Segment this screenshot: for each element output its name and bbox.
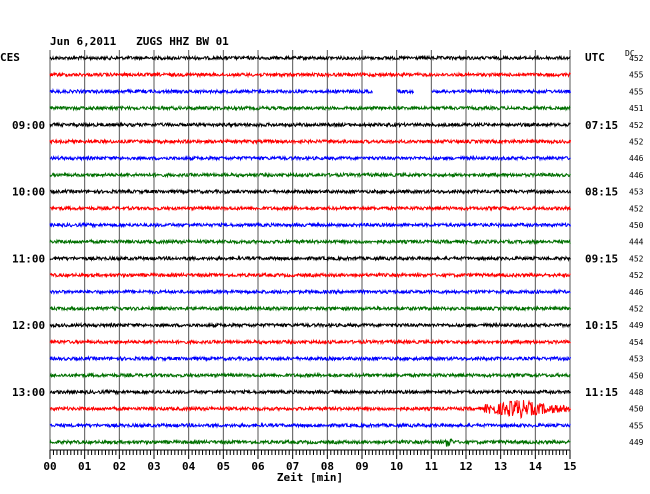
left-hour-label: 10:00 xyxy=(12,186,45,199)
trace-row-2 xyxy=(49,87,571,95)
trace-row-20 xyxy=(49,388,571,396)
trace-row-11 xyxy=(49,238,571,246)
dc-offset-label: 452 xyxy=(629,254,644,263)
right-hour-label: 09:15 xyxy=(585,252,618,265)
trace-row-16 xyxy=(49,321,571,329)
x-tick-label: 14 xyxy=(529,460,543,473)
dc-offset-label: 450 xyxy=(629,405,644,414)
trace-row-10 xyxy=(49,221,571,229)
dc-offset-label: 446 xyxy=(629,288,644,297)
trace-row-13 xyxy=(49,271,571,279)
dc-offset-labels: 452 455 455 451 452 452 446 446 453 452 450 444 452 4… xyxy=(629,54,644,447)
dc-offset-label: 449 xyxy=(629,321,644,330)
x-axis-label: Zeit [min] xyxy=(277,471,343,484)
dc-offset-label: 452 xyxy=(629,271,644,280)
trace-row-19 xyxy=(49,371,571,379)
trace-row-22 xyxy=(49,421,571,429)
left-hour-label: 13:00 xyxy=(12,386,45,399)
trace-row-5 xyxy=(49,138,571,146)
dc-offset-label: 452 xyxy=(629,121,644,130)
x-tick-label: 05 xyxy=(217,460,230,473)
x-tick-label: 07 xyxy=(286,460,299,473)
dc-offset-label: 449 xyxy=(629,438,644,447)
dc-offset-label: 446 xyxy=(629,171,644,180)
right-hour-label: 07:15 xyxy=(585,119,618,132)
dc-offset-label: 452 xyxy=(629,54,644,63)
dc-offset-label: 452 xyxy=(629,138,644,147)
trace-row-14 xyxy=(49,288,571,296)
dc-offset-label: 455 xyxy=(629,421,644,430)
dc-offset-label: 444 xyxy=(629,238,644,247)
dc-offset-label: 453 xyxy=(629,355,644,364)
chart-title: Jun 6,2011 ZUGS HHZ BW 01 xyxy=(50,35,229,48)
dc-offset-label: 450 xyxy=(629,371,644,380)
left-hour-label: 12:00 xyxy=(12,319,45,332)
x-tick-label: 08 xyxy=(321,460,334,473)
dc-offset-label: 452 xyxy=(629,204,644,213)
right-hour-labels: 07:15 08:15 09:15 10:15 11:15 xyxy=(585,119,618,399)
trace-row-21 xyxy=(49,399,571,420)
minute-gridlines xyxy=(49,50,571,450)
dc-offset-label: 452 xyxy=(629,305,644,314)
dc-offset-label: 455 xyxy=(629,71,644,80)
x-tick-label: 00 xyxy=(43,460,56,473)
x-tick-labels: 00 01 02 03 04 05 06 07 08 09 10 11 12 13 14 15 xyxy=(43,460,576,473)
trace-row-1 xyxy=(49,71,571,79)
dc-offset-label: 455 xyxy=(629,87,644,96)
x-axis xyxy=(49,449,571,459)
dc-offset-label: 446 xyxy=(629,154,644,163)
trace-row-17 xyxy=(49,338,571,346)
x-tick-label: 09 xyxy=(355,460,368,473)
seismogram-traces xyxy=(49,54,571,447)
dc-offset-label: 450 xyxy=(629,221,644,230)
trace-row-3 xyxy=(49,104,571,112)
right-hour-label: 10:15 xyxy=(585,319,618,332)
x-tick-label: 11 xyxy=(425,460,439,473)
trace-row-23 xyxy=(49,438,571,447)
x-tick-label: 12 xyxy=(459,460,472,473)
trace-row-4 xyxy=(49,121,571,129)
left-hour-label: 11:00 xyxy=(12,252,45,265)
trace-row-12 xyxy=(49,254,571,262)
x-tick-label: 06 xyxy=(251,460,265,473)
dc-offset-label: 454 xyxy=(629,338,644,347)
x-tick-label: 01 xyxy=(78,460,92,473)
x-tick-label: 04 xyxy=(182,460,196,473)
x-tick-label: 02 xyxy=(113,460,126,473)
x-tick-label: 03 xyxy=(147,460,160,473)
trace-row-15 xyxy=(49,305,571,312)
left-hour-label: 09:00 xyxy=(12,119,45,132)
trace-row-9 xyxy=(49,204,571,212)
right-hour-label: 08:15 xyxy=(585,186,618,199)
trace-row-7 xyxy=(49,171,571,179)
dc-offset-label: 448 xyxy=(629,388,644,397)
dc-offset-label: 453 xyxy=(629,188,644,197)
x-tick-label: 13 xyxy=(494,460,507,473)
trace-row-6 xyxy=(49,154,571,162)
left-timezone-label: CES xyxy=(0,51,20,64)
trace-row-0 xyxy=(49,54,571,62)
dc-offset-label: 451 xyxy=(629,104,644,113)
dc-column-label: DC xyxy=(625,49,635,58)
right-timezone-label: UTC xyxy=(585,51,605,64)
right-hour-label: 11:15 xyxy=(585,386,618,399)
trace-row-18 xyxy=(49,355,571,363)
x-tick-label: 15 xyxy=(563,460,576,473)
left-hour-labels: 09:00 10:00 11:00 12:00 13:00 xyxy=(12,119,45,399)
trace-row-8 xyxy=(49,188,571,196)
x-tick-label: 10 xyxy=(390,460,403,473)
